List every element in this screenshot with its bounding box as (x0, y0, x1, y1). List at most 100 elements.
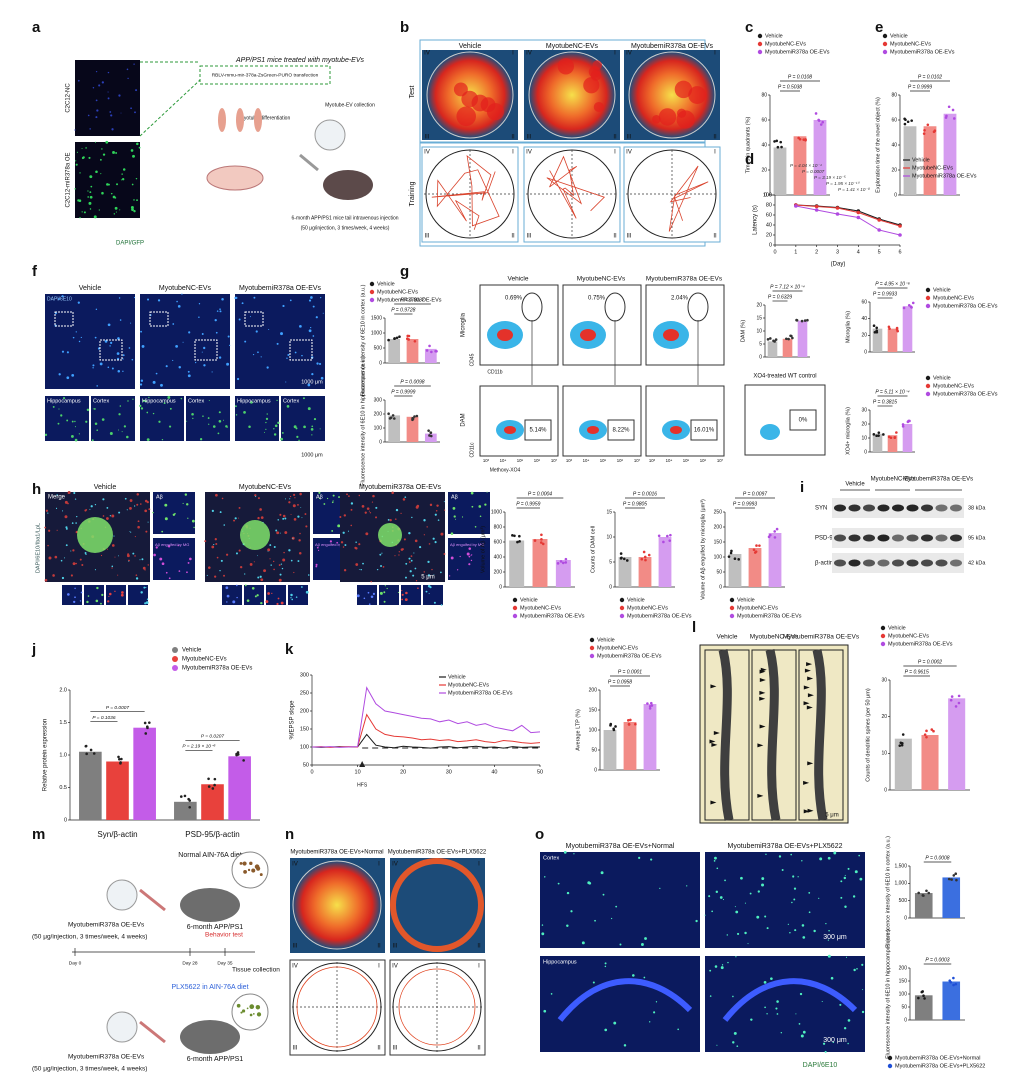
micrograph (235, 396, 279, 441)
speck (139, 404, 142, 408)
legend-dot (882, 33, 888, 39)
speck (152, 511, 154, 514)
spine-marker (710, 800, 717, 805)
speck (89, 208, 92, 210)
speck (74, 498, 77, 500)
speck (105, 517, 109, 520)
heat-spot (674, 80, 693, 99)
dot (933, 129, 937, 133)
speck (107, 91, 109, 93)
label: Vehicle (94, 484, 117, 491)
panel-letter: d (745, 151, 754, 168)
dot (84, 744, 88, 748)
speck (750, 1018, 753, 1021)
speck (161, 562, 165, 566)
speck (827, 939, 829, 941)
speck (130, 322, 132, 324)
legend-dot (172, 665, 178, 671)
speck (282, 304, 285, 308)
bar (532, 539, 548, 587)
dot (619, 552, 623, 555)
dot (541, 542, 545, 546)
legend-label: Vehicle (597, 637, 615, 643)
flow-plot (562, 284, 642, 366)
dot (906, 420, 910, 424)
y-tick-label: 40 (761, 142, 767, 148)
dot (948, 979, 952, 982)
micrograph (140, 294, 230, 389)
label: 6-month APP/PS1 (187, 1056, 244, 1063)
speck (145, 601, 149, 604)
speck (794, 929, 797, 932)
dot (648, 705, 652, 708)
micrograph (448, 538, 490, 580)
speck (256, 594, 259, 597)
speck (136, 199, 138, 202)
y-tick-label: 60 (766, 212, 772, 218)
legend-label: MyotubeNC-EVs (890, 41, 931, 47)
speck (766, 1013, 768, 1015)
speck (136, 503, 139, 506)
p-value: P = 0.1036 (92, 715, 115, 721)
hippocampus (722, 978, 858, 1022)
band (950, 504, 962, 512)
speck (135, 177, 138, 180)
dot (774, 338, 778, 341)
speck (808, 911, 811, 914)
dot (882, 433, 885, 436)
y-tick-label: 200 (589, 687, 598, 693)
speck (133, 505, 136, 507)
speck (443, 501, 445, 503)
speck (215, 331, 218, 334)
dot (387, 412, 390, 416)
dot (790, 334, 793, 338)
speck (257, 555, 258, 557)
speck (73, 600, 76, 603)
speck (735, 910, 739, 914)
p-value: P = 0.0003 (925, 957, 949, 963)
dot (887, 435, 891, 439)
speck (165, 365, 168, 368)
dot (187, 797, 190, 801)
band (848, 534, 861, 542)
micrograph (235, 294, 325, 389)
speck (87, 190, 89, 192)
dot (898, 744, 902, 747)
y-tick-label: 200 (899, 965, 908, 971)
quadrant: II (477, 1046, 481, 1052)
micrograph (281, 396, 325, 441)
dot (903, 122, 907, 126)
speck (85, 553, 87, 556)
speck (219, 310, 222, 313)
speck (131, 208, 134, 212)
speck (132, 398, 134, 400)
y-tick-label: 50 (303, 762, 309, 768)
dot (917, 891, 920, 895)
legend-dot (757, 33, 763, 39)
dendrite (812, 648, 828, 821)
dot (179, 795, 183, 798)
speck (85, 147, 87, 149)
speck (793, 898, 796, 901)
speck (452, 507, 456, 510)
speck (840, 880, 843, 883)
hippocampus (557, 978, 693, 1022)
heat-spot (557, 58, 574, 75)
speck (44, 526, 47, 529)
speck (563, 851, 567, 854)
speck (847, 1042, 849, 1045)
speck (236, 596, 238, 599)
speck (431, 568, 433, 571)
speck (55, 507, 58, 509)
legend-label: Vehicle (933, 375, 951, 381)
speck (65, 527, 68, 530)
x-tick-label: 50 (537, 769, 543, 775)
dot (925, 735, 928, 739)
speck (339, 516, 342, 519)
speck (211, 371, 213, 373)
speck (130, 149, 134, 152)
label: Vehicle (508, 276, 529, 283)
speck (88, 201, 92, 205)
label: Vehicle (459, 43, 482, 50)
